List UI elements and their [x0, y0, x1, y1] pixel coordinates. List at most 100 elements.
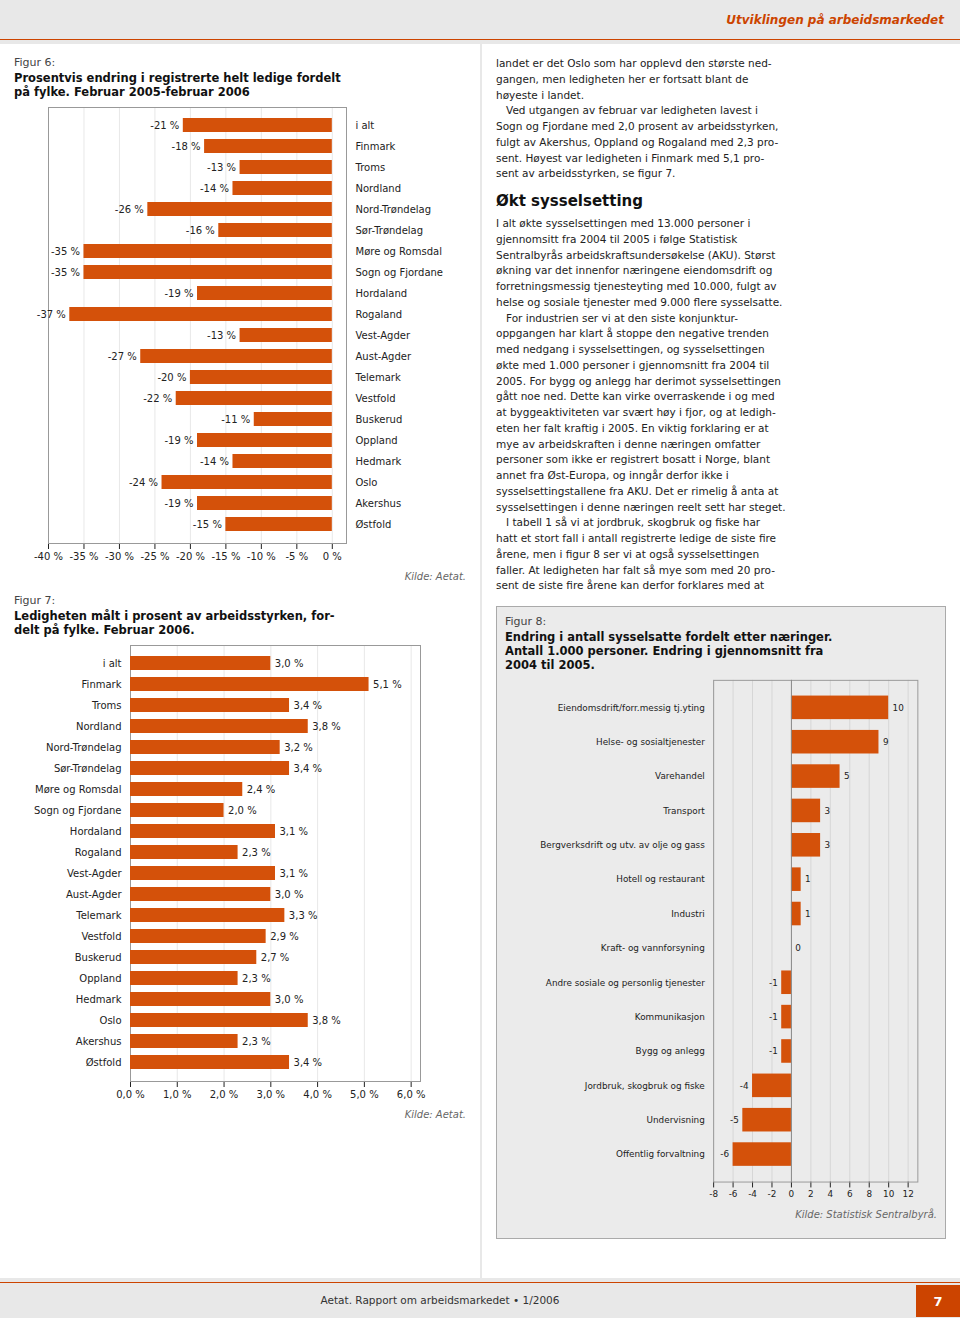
svg-text:-15 %: -15 % — [211, 551, 240, 562]
svg-text:3,0 %: 3,0 % — [275, 658, 304, 669]
svg-text:-26 %: -26 % — [115, 204, 144, 215]
svg-text:-4: -4 — [740, 1081, 749, 1091]
svg-text:-30 %: -30 % — [105, 551, 134, 562]
svg-text:-6: -6 — [720, 1149, 729, 1159]
svg-text:2,7 %: 2,7 % — [261, 952, 290, 963]
svg-text:5,0 %: 5,0 % — [350, 1089, 379, 1100]
svg-text:-24 %: -24 % — [129, 477, 158, 488]
svg-text:Bergverksdrift og utv. av olje: Bergverksdrift og utv. av olje og gass — [540, 840, 705, 850]
svg-text:2,3 %: 2,3 % — [242, 1036, 271, 1047]
svg-text:2,3 %: 2,3 % — [242, 847, 271, 858]
svg-text:Oppland: Oppland — [79, 973, 121, 984]
svg-text:-18 %: -18 % — [172, 141, 201, 152]
svg-text:-4: -4 — [748, 1189, 757, 1199]
svg-text:Oppland: Oppland — [356, 435, 398, 446]
svg-text:3,0 %: 3,0 % — [257, 1089, 286, 1100]
svg-text:3,1 %: 3,1 % — [280, 868, 309, 879]
svg-text:-5 %: -5 % — [286, 551, 309, 562]
svg-text:Varehandel: Varehandel — [655, 771, 705, 781]
svg-text:Finmark: Finmark — [356, 141, 396, 152]
svg-text:Bygg og anlegg: Bygg og anlegg — [636, 1046, 705, 1056]
svg-text:0 %: 0 % — [323, 551, 342, 562]
svg-text:-22 %: -22 % — [143, 393, 172, 404]
svg-text:Andre sosiale og personlig tje: Andre sosiale og personlig tjenester — [546, 978, 705, 988]
svg-text:-1: -1 — [769, 1012, 778, 1022]
svg-text:i alt: i alt — [356, 120, 375, 131]
svg-text:2,9 %: 2,9 % — [270, 931, 299, 942]
svg-text:3,8 %: 3,8 % — [312, 721, 341, 732]
svg-text:3,4 %: 3,4 % — [294, 763, 323, 774]
svg-text:Sør-Trøndelag: Sør-Trøndelag — [54, 763, 122, 774]
svg-text:-8: -8 — [709, 1189, 718, 1199]
svg-text:Jordbruk, skogbruk og fiske: Jordbruk, skogbruk og fiske — [584, 1081, 705, 1091]
svg-text:Telemark: Telemark — [75, 910, 121, 921]
svg-text:Vest-Agder: Vest-Agder — [356, 330, 411, 341]
svg-text:Nord-Trøndelag: Nord-Trøndelag — [46, 742, 122, 753]
svg-text:3: 3 — [825, 806, 831, 816]
svg-text:Vest-Agder: Vest-Agder — [67, 868, 122, 879]
svg-text:0: 0 — [795, 943, 801, 953]
svg-text:-19 %: -19 % — [164, 498, 193, 509]
svg-text:Oslo: Oslo — [356, 477, 378, 488]
svg-text:Undervisning: Undervisning — [647, 1115, 705, 1125]
svg-text:-15 %: -15 % — [193, 519, 222, 530]
svg-text:Rogaland: Rogaland — [356, 309, 403, 320]
svg-text:Akershus: Akershus — [356, 498, 402, 509]
svg-text:Buskerud: Buskerud — [75, 952, 122, 963]
svg-text:Rogaland: Rogaland — [75, 847, 122, 858]
svg-text:Helse- og sosialtjenester: Helse- og sosialtjenester — [596, 737, 705, 747]
svg-text:Sør-Trøndelag: Sør-Trøndelag — [356, 225, 424, 236]
svg-text:-37 %: -37 % — [37, 309, 66, 320]
svg-text:Sogn og Fjordane: Sogn og Fjordane — [356, 267, 444, 278]
svg-text:Troms: Troms — [91, 700, 122, 711]
svg-text:Industri: Industri — [671, 909, 705, 919]
svg-text:i alt: i alt — [103, 658, 122, 669]
svg-text:Vestfold: Vestfold — [81, 931, 121, 942]
svg-text:5: 5 — [844, 771, 850, 781]
svg-text:-2: -2 — [768, 1189, 777, 1199]
svg-text:Transport: Transport — [662, 806, 705, 816]
svg-text:4: 4 — [828, 1189, 834, 1199]
svg-text:-19 %: -19 % — [164, 288, 193, 299]
svg-text:Nordland: Nordland — [356, 183, 401, 194]
svg-text:3,3 %: 3,3 % — [289, 910, 318, 921]
svg-text:1,0 %: 1,0 % — [163, 1089, 192, 1100]
svg-text:-40 %: -40 % — [34, 551, 63, 562]
svg-text:Østfold: Østfold — [86, 1057, 122, 1068]
svg-text:1: 1 — [805, 874, 811, 884]
svg-text:-19 %: -19 % — [164, 435, 193, 446]
svg-text:10: 10 — [883, 1189, 895, 1199]
svg-text:0: 0 — [789, 1189, 795, 1199]
svg-text:Hedmark: Hedmark — [76, 994, 122, 1005]
svg-text:12: 12 — [903, 1189, 914, 1199]
svg-text:3,1 %: 3,1 % — [280, 826, 309, 837]
svg-text:-11 %: -11 % — [221, 414, 250, 425]
svg-text:2,0 %: 2,0 % — [228, 805, 257, 816]
svg-text:Akershus: Akershus — [76, 1036, 122, 1047]
svg-text:6,0 %: 6,0 % — [397, 1089, 426, 1100]
svg-text:-35 %: -35 % — [51, 246, 80, 257]
svg-text:Hordaland: Hordaland — [356, 288, 408, 299]
svg-text:Hordaland: Hordaland — [70, 826, 122, 837]
svg-text:5,1 %: 5,1 % — [373, 679, 402, 690]
svg-text:Hotell og restaurant: Hotell og restaurant — [616, 874, 705, 884]
svg-text:Buskerud: Buskerud — [356, 414, 403, 425]
svg-text:Troms: Troms — [355, 162, 386, 173]
svg-text:2: 2 — [808, 1189, 814, 1199]
svg-text:3,0 %: 3,0 % — [275, 889, 304, 900]
svg-text:4,0 %: 4,0 % — [303, 1089, 332, 1100]
svg-text:-1: -1 — [769, 1046, 778, 1056]
svg-text:-13 %: -13 % — [207, 330, 236, 341]
svg-text:-35 %: -35 % — [51, 267, 80, 278]
svg-text:Sogn og Fjordane: Sogn og Fjordane — [34, 805, 122, 816]
svg-text:Oslo: Oslo — [100, 1015, 122, 1026]
svg-text:-21 %: -21 % — [150, 120, 179, 131]
svg-text:Telemark: Telemark — [355, 372, 401, 383]
svg-text:1: 1 — [805, 909, 811, 919]
svg-text:Møre og Romsdal: Møre og Romsdal — [356, 246, 442, 257]
svg-text:3: 3 — [825, 840, 831, 850]
svg-text:-14 %: -14 % — [200, 183, 229, 194]
svg-text:-6: -6 — [729, 1189, 738, 1199]
svg-text:Nordland: Nordland — [76, 721, 121, 732]
svg-text:10: 10 — [893, 703, 905, 713]
